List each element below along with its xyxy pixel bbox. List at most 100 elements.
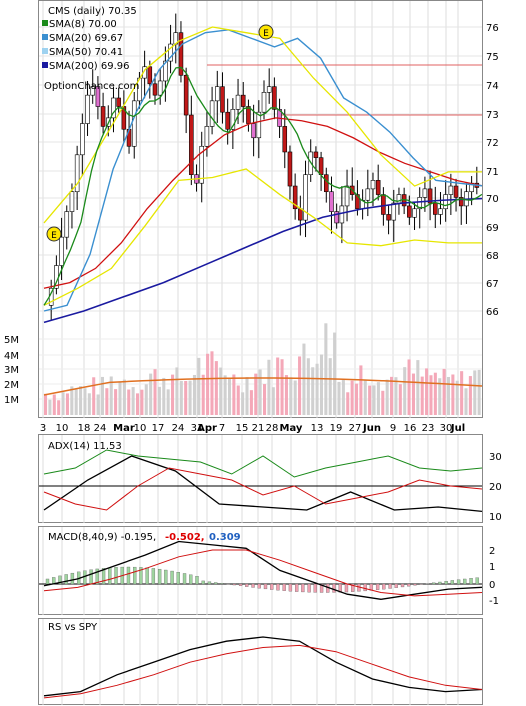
candle-body [339, 205, 345, 224]
price-tick-label: 67 [486, 279, 499, 290]
x-tick-label: 30 [440, 423, 453, 434]
candle-body [386, 214, 391, 221]
volume-bar [464, 388, 468, 415]
macd-histogram-bar [101, 568, 106, 585]
macd-histogram-bar [313, 583, 317, 593]
volume-bar [96, 394, 100, 415]
candle-body [344, 185, 350, 207]
candle-body [381, 194, 386, 215]
candle-body [334, 211, 339, 224]
candle-body [427, 188, 433, 204]
volume-bar [284, 375, 288, 415]
candle-body [111, 97, 116, 119]
macd-histogram-bar [344, 583, 349, 593]
candle-body [391, 202, 397, 221]
rs-average-line [43, 644, 483, 699]
volume-bar [425, 368, 429, 415]
candle-body [209, 100, 215, 127]
macd-histogram-bar [251, 583, 255, 588]
candle-body [365, 188, 371, 201]
volume-bar [105, 388, 109, 415]
volume-bar [157, 386, 161, 415]
volume-bar [236, 385, 240, 415]
macd-histogram-bar [432, 582, 436, 585]
volume-bar [263, 384, 267, 415]
legend-swatch-sma8 [42, 20, 48, 26]
volume-bar [162, 377, 166, 415]
macd-panel-frame [38, 526, 483, 615]
macd-histogram-bar [95, 568, 99, 585]
candle-body [220, 86, 225, 113]
candle-body [266, 86, 272, 93]
candle-body [375, 180, 381, 195]
volume-bar [74, 389, 78, 415]
macd-histogram-bar [245, 583, 249, 587]
adx-line [43, 455, 483, 513]
macd-tick-label: 2 [489, 546, 495, 557]
adx-panel-frame [38, 434, 483, 523]
candle-body [272, 86, 277, 110]
svg-text:E: E [263, 29, 269, 39]
volume-bar [271, 387, 275, 415]
macd-histogram-bar [238, 583, 243, 586]
candle-body [287, 151, 293, 187]
earnings-marker-1: E [258, 24, 274, 40]
macd-histogram-bar [407, 583, 411, 587]
candle-body [152, 83, 158, 96]
volume-bar [280, 359, 284, 415]
volume-bar [376, 382, 380, 415]
volume-bar [429, 375, 433, 415]
macd-histogram-bar [444, 581, 448, 585]
x-tick-label: 21 [252, 423, 265, 434]
candle-body [370, 180, 376, 190]
volume-bar [346, 392, 350, 415]
price-tick-label: 75 [486, 52, 499, 63]
volume-bar [328, 358, 332, 415]
macd-histogram-bar [157, 568, 162, 585]
earnings-marker-2: E [46, 226, 62, 242]
volume-bar [302, 343, 306, 415]
volume-bar [390, 376, 394, 415]
candle-body [215, 86, 220, 102]
macd-histogram-bar [170, 570, 174, 585]
candle-body [318, 157, 324, 175]
volume-bar [179, 380, 183, 415]
candle-body [251, 123, 256, 139]
x-tick-label: 17 [152, 423, 165, 434]
macd-histogram-bar [114, 567, 118, 585]
volume-bar [298, 356, 302, 415]
volume-bar [153, 369, 157, 415]
x-tick-label: 31 [191, 423, 204, 434]
candle-body [448, 185, 454, 195]
price-tick-label: 76 [486, 23, 499, 34]
candle-body [240, 94, 246, 107]
price-tick-label: 74 [486, 81, 499, 92]
x-tick-label: 7 [219, 423, 225, 434]
sma50-line [43, 117, 483, 289]
volume-bar [451, 374, 455, 415]
volume-bar [232, 374, 236, 415]
di-minus-line [43, 467, 483, 511]
volume-bar [403, 367, 407, 415]
candle-body [147, 66, 153, 85]
macd-histogram-bar [319, 583, 324, 593]
candle-body [438, 208, 443, 215]
macd-histogram-bar [276, 583, 280, 591]
volume-bar [333, 332, 337, 415]
x-tick-label: Mar [113, 423, 135, 434]
volume-bar [197, 357, 201, 415]
candle-body [131, 100, 137, 147]
candle-body [80, 123, 85, 156]
candle-body [157, 80, 163, 96]
volume-bar [438, 378, 442, 415]
volume-bar [293, 380, 297, 415]
x-tick-label: 10 [134, 423, 147, 434]
volume-bar [57, 400, 61, 415]
macd-value-blue: 0.309 [209, 532, 241, 543]
candle-body [204, 126, 210, 147]
candle-body [95, 86, 101, 107]
volume-bar [258, 369, 262, 415]
candle-body [329, 191, 334, 212]
volume-bar [289, 377, 293, 415]
